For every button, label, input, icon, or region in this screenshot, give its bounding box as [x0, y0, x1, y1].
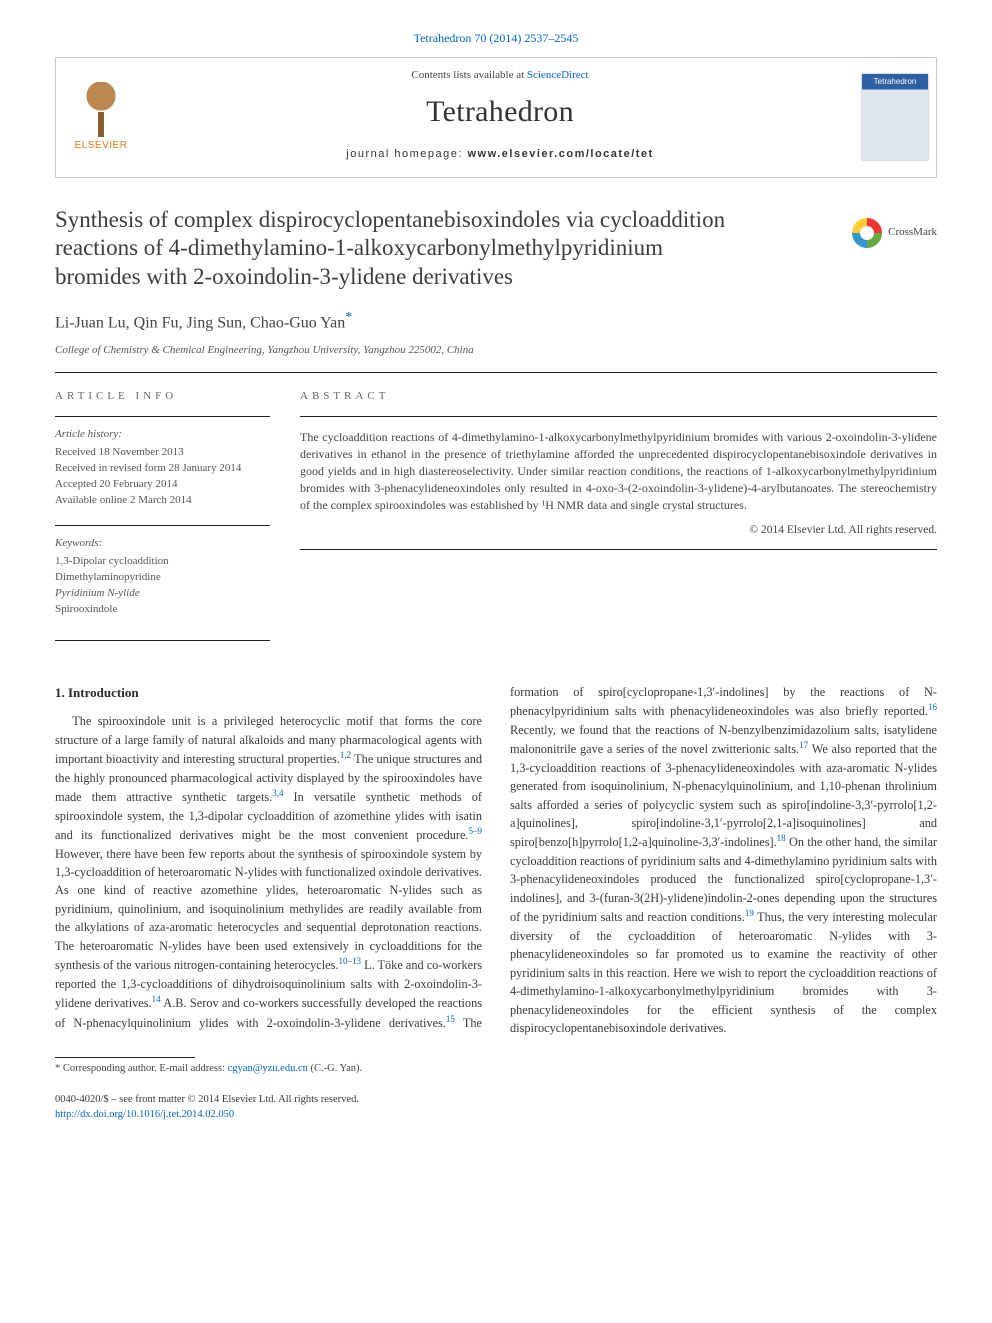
- corr-note-text: * Corresponding author. E-mail address:: [55, 1063, 228, 1074]
- journal-name: Tetrahedron: [426, 91, 574, 133]
- crossmark-widget[interactable]: CrossMark: [852, 218, 937, 248]
- ref-link[interactable]: 5–9: [469, 826, 483, 836]
- abstract-heading: ABSTRACT: [300, 389, 937, 404]
- journal-banner: ELSEVIER Contents lists available at Sci…: [55, 57, 937, 178]
- history-block: Article history: Received 18 November 20…: [55, 427, 270, 509]
- elsevier-logo[interactable]: ELSEVIER: [64, 75, 139, 160]
- keyword-item: Dimethylaminopyridine: [55, 570, 270, 586]
- abstract-column: ABSTRACT The cycloaddition reactions of …: [300, 389, 937, 634]
- history-item: Available online 2 March 2014: [55, 493, 270, 509]
- ref-link[interactable]: 16: [928, 702, 937, 712]
- banner-mid: Contents lists available at ScienceDirec…: [146, 58, 854, 177]
- ref-link[interactable]: 18: [777, 833, 786, 843]
- keywords-block: Keywords: 1,3-Dipolar cycloaddition Dime…: [55, 536, 270, 618]
- body-text: We also reported that the 1,3-cycloaddit…: [510, 742, 937, 849]
- keyword-item: Pyridinium N-ylide: [55, 586, 270, 602]
- publisher-name: ELSEVIER: [75, 139, 128, 153]
- abstract-text: The cycloaddition reactions of 4-dimethy…: [300, 429, 937, 514]
- history-item: Received in revised form 28 January 2014: [55, 461, 270, 477]
- copyright-line: © 2014 Elsevier Ltd. All rights reserved…: [300, 522, 937, 538]
- history-item: Accepted 20 February 2014: [55, 477, 270, 493]
- ref-link[interactable]: 3,4: [272, 788, 283, 798]
- cover-box: [854, 58, 936, 177]
- abs-bottom-divider: [300, 549, 937, 550]
- ref-link[interactable]: 14: [152, 994, 161, 1004]
- ref-link[interactable]: 19: [745, 908, 754, 918]
- keywords-label: Keywords:: [55, 536, 270, 552]
- sd-prefix: Contents lists available at: [411, 69, 526, 81]
- body-text: N-phenacylquinolinium ylides with 2-oxoi…: [73, 1016, 446, 1030]
- keyword-item: Spirooxindole: [55, 602, 270, 618]
- citation-line: Tetrahedron 70 (2014) 2537–2545: [55, 30, 937, 47]
- publisher-logo-box: ELSEVIER: [56, 58, 146, 177]
- homepage-url[interactable]: www.elsevier.com/locate/tet: [467, 148, 653, 160]
- divider-top: [55, 372, 937, 373]
- journal-cover-image[interactable]: [862, 74, 928, 160]
- corresponding-mark[interactable]: *: [345, 310, 352, 325]
- hp-prefix: journal homepage:: [346, 148, 467, 160]
- sciencedirect-line: Contents lists available at ScienceDirec…: [411, 68, 588, 83]
- crossmark-icon: [852, 218, 882, 248]
- body-text: However, there have been few reports abo…: [55, 847, 482, 973]
- citation-link[interactable]: Tetrahedron 70 (2014) 2537–2545: [414, 31, 579, 45]
- abs-divider: [300, 416, 937, 417]
- front-matter-line: 0040-4020/$ – see front matter © 2014 El…: [55, 1093, 937, 1108]
- affiliation: College of Chemistry & Chemical Engineer…: [55, 343, 937, 358]
- authors-line: Li-Juan Lu, Qin Fu, Jing Sun, Chao-Guo Y…: [55, 308, 937, 335]
- corr-suffix: (C.-G. Yan).: [308, 1063, 362, 1074]
- footnote-rule: [55, 1057, 195, 1058]
- doi-link[interactable]: http://dx.doi.org/10.1016/j.tet.2014.02.…: [55, 1109, 234, 1120]
- info-divider: [55, 416, 270, 417]
- article-title: Synthesis of complex dispirocyclopentane…: [55, 206, 735, 292]
- ref-link[interactable]: 10–13: [338, 956, 361, 966]
- body-paragraph: The spirooxindole unit is a privileged h…: [55, 683, 937, 1038]
- ref-link[interactable]: 15: [446, 1014, 455, 1024]
- history-label: Article history:: [55, 427, 270, 443]
- ref-link[interactable]: 1,2: [340, 750, 351, 760]
- kw-divider: [55, 525, 270, 526]
- keyword-item: 1,3-Dipolar cycloaddition: [55, 554, 270, 570]
- info-bottom-divider: [55, 640, 270, 641]
- elsevier-tree-icon: [76, 82, 126, 137]
- ref-link[interactable]: 17: [799, 740, 808, 750]
- authors-names: Li-Juan Lu, Qin Fu, Jing Sun, Chao-Guo Y…: [55, 314, 345, 331]
- body-columns: 1. Introduction The spirooxindole unit i…: [55, 683, 937, 1038]
- article-info-heading: ARTICLE INFO: [55, 389, 270, 404]
- section-heading: 1. Introduction: [55, 683, 482, 703]
- crossmark-label: CrossMark: [888, 225, 937, 240]
- body-text: Thus, the very interesting molecular div…: [510, 910, 937, 1035]
- article-info-column: ARTICLE INFO Article history: Received 1…: [55, 389, 270, 634]
- sciencedirect-link[interactable]: ScienceDirect: [527, 69, 589, 81]
- corresponding-note: * Corresponding author. E-mail address: …: [55, 1062, 937, 1077]
- footnote-block: * Corresponding author. E-mail address: …: [55, 1057, 937, 1077]
- doi-block: 0040-4020/$ – see front matter © 2014 El…: [55, 1093, 937, 1122]
- meta-abstract-row: ARTICLE INFO Article history: Received 1…: [55, 389, 937, 634]
- homepage-line: journal homepage: www.elsevier.com/locat…: [346, 147, 653, 162]
- history-item: Received 18 November 2013: [55, 445, 270, 461]
- corr-email-link[interactable]: cgyan@yzu.edu.cn: [228, 1063, 308, 1074]
